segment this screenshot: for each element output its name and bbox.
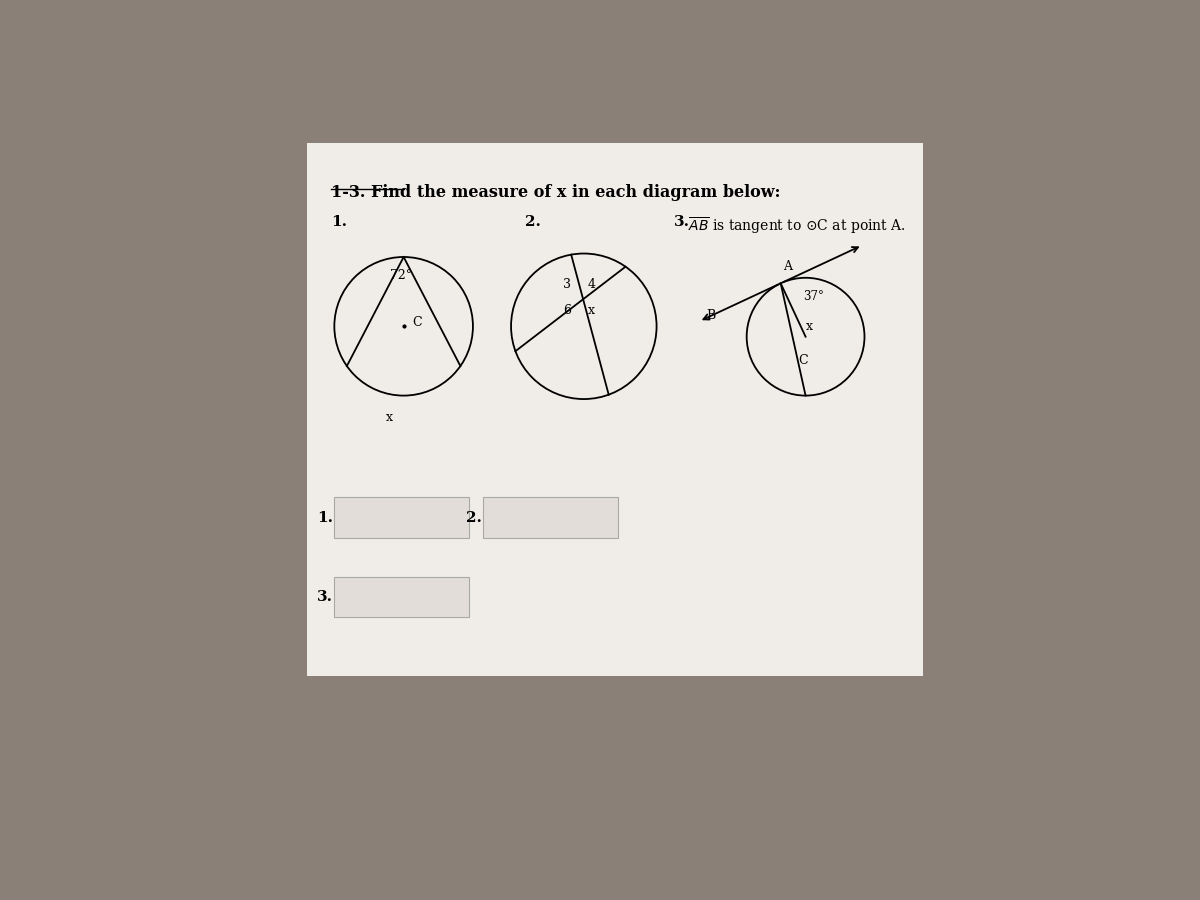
FancyBboxPatch shape (335, 577, 469, 617)
Text: $\overline{AB}$ is tangent to ⊙C at point A.: $\overline{AB}$ is tangent to ⊙C at poin… (688, 215, 906, 236)
Text: 37°: 37° (803, 290, 823, 303)
Text: 2.: 2. (466, 510, 482, 525)
Text: x: x (805, 320, 812, 333)
Text: B: B (706, 310, 715, 322)
Text: C: C (799, 354, 809, 367)
Text: 72°: 72° (390, 269, 413, 283)
Text: 4: 4 (588, 277, 596, 291)
Text: 2.: 2. (524, 215, 541, 230)
Text: 1.: 1. (331, 215, 347, 230)
Text: 3.: 3. (674, 215, 690, 230)
Text: x: x (588, 304, 595, 317)
Text: 3: 3 (563, 277, 571, 291)
FancyBboxPatch shape (484, 498, 618, 537)
Text: x: x (386, 410, 394, 424)
Text: 6: 6 (563, 304, 571, 317)
FancyBboxPatch shape (307, 142, 923, 676)
Text: 3.: 3. (317, 590, 334, 604)
Text: 1-3. Find the measure of x in each diagram below:: 1-3. Find the measure of x in each diagr… (331, 184, 780, 202)
FancyBboxPatch shape (335, 498, 469, 537)
Text: C: C (412, 316, 421, 329)
Text: A: A (784, 260, 792, 273)
Text: 1.: 1. (317, 510, 334, 525)
